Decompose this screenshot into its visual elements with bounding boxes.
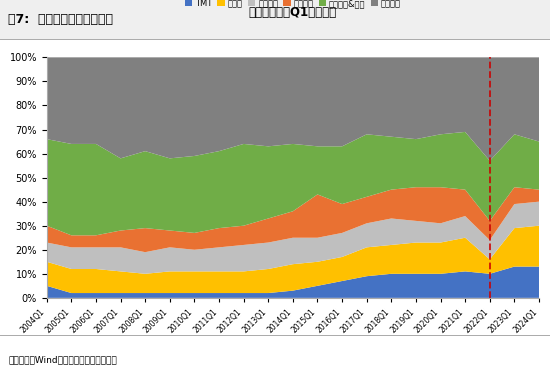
Legend: TMT, 服务业, 可选消费, 必需消费, 中游制造&材料, 上游资源: TMT, 服务业, 可选消费, 必需消费, 中游制造&材料, 上游资源	[185, 0, 401, 8]
Title: 大类板块历年Q1利润占比: 大类板块历年Q1利润占比	[249, 6, 337, 18]
Text: 数据来源：Wind，广发证券发展研究中心: 数据来源：Wind，广发证券发展研究中心	[8, 356, 117, 364]
Text: 图7:  大类板块利润分配变化: 图7: 大类板块利润分配变化	[8, 13, 113, 26]
